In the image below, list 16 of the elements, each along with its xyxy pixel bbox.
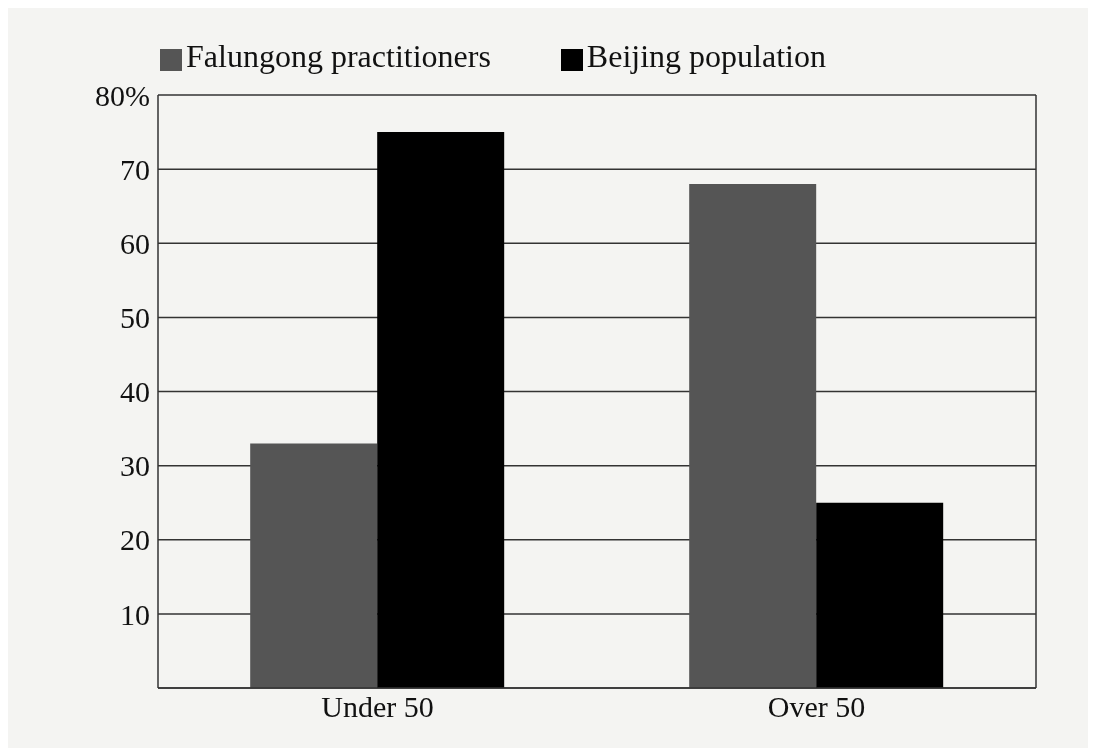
y-tick-label: 70 (120, 152, 150, 186)
y-tick-label: 30 (120, 449, 150, 483)
x-tick-label: Over 50 (767, 690, 866, 724)
y-tick-label: 50 (120, 301, 150, 335)
y-tick-label: 20 (120, 523, 150, 557)
x-tick-label: Under 50 (321, 690, 434, 724)
legend-label: Falungong practitioners (186, 38, 491, 74)
y-tick-label: 40 (120, 375, 150, 409)
y-tick-label: 80% (95, 78, 150, 112)
bar (689, 183, 817, 688)
y-tick-label: 10 (120, 597, 150, 631)
legend-label: Beijing population (586, 38, 826, 74)
bar (816, 502, 944, 688)
bar (377, 132, 505, 688)
y-tick-label: 60 (120, 226, 150, 260)
bar (250, 443, 378, 688)
